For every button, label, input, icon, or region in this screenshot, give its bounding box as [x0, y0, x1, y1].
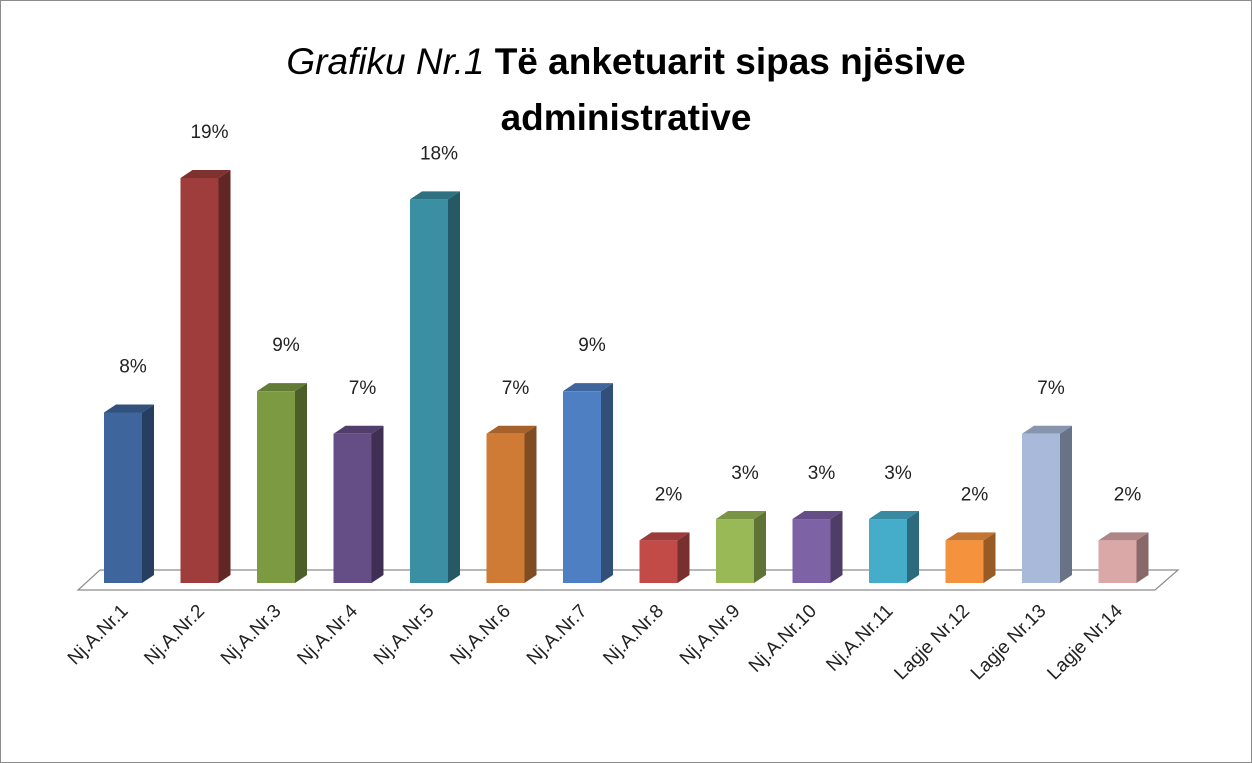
bar-top — [639, 532, 690, 541]
x-tick-label: Nj.A.Nr.4 — [293, 600, 362, 669]
x-tick-label: Nj.A.Nr.8 — [599, 601, 668, 670]
x-tick-label: Nj.A.Nr.10 — [745, 601, 821, 677]
data-label: 9% — [272, 335, 300, 356]
bar-top — [257, 383, 307, 392]
data-label: 7% — [1037, 378, 1065, 399]
bar — [333, 433, 372, 583]
bar — [104, 412, 142, 583]
bar — [639, 540, 678, 583]
bar-side — [830, 511, 843, 583]
data-label: 9% — [578, 335, 606, 356]
bar — [716, 519, 754, 583]
data-label: 2% — [1114, 484, 1142, 505]
bar-side — [295, 383, 307, 583]
bar-top — [1022, 425, 1072, 434]
x-tick-label: Nj.A.Nr.1 — [64, 601, 133, 670]
bar — [486, 433, 525, 583]
bar-top — [180, 170, 231, 178]
floor — [76, 569, 1180, 591]
data-label: 7% — [349, 378, 377, 399]
x-tick-label: Lagje Nr.12 — [890, 601, 974, 685]
bar — [945, 540, 984, 583]
data-label: 19% — [190, 122, 228, 143]
bar — [1098, 540, 1137, 583]
bar-top — [563, 383, 613, 392]
bar-top — [410, 191, 460, 200]
bar-side — [218, 170, 231, 583]
bar-side — [983, 532, 996, 583]
data-label: 2% — [655, 484, 683, 505]
bar — [1022, 433, 1060, 583]
bar-top — [945, 532, 996, 541]
title-bold: Të anketuarit sipas njësive administrati… — [494, 41, 966, 138]
bar-top — [716, 511, 766, 520]
bar-side — [142, 404, 154, 583]
bar-top — [792, 511, 843, 520]
bar-side — [1136, 532, 1149, 583]
bar — [410, 199, 448, 583]
data-label: 2% — [961, 484, 989, 505]
chart-title: Grafiku Nr.1 Të anketuarit sipas njësive… — [226, 34, 1026, 146]
bar-top — [1098, 532, 1149, 541]
data-label: 7% — [502, 378, 530, 399]
bar-side — [754, 511, 766, 583]
x-tick-label: Lagje Nr.14 — [1043, 600, 1127, 684]
bar — [180, 178, 219, 583]
title-italic: Grafiku Nr.1 — [286, 41, 485, 82]
bar-side — [524, 425, 537, 583]
x-tick-label: Nj.A.Nr.11 — [822, 601, 897, 676]
bar-top — [869, 511, 919, 520]
bar-side — [677, 532, 690, 583]
x-tick-label: Nj.A.Nr.9 — [676, 601, 745, 670]
x-tick-label: Nj.A.Nr.7 — [523, 601, 592, 670]
x-tick-label: Nj.A.Nr.6 — [446, 601, 515, 670]
bar — [257, 391, 295, 583]
x-tick-label: Nj.A.Nr.3 — [217, 601, 286, 670]
bar-side — [371, 425, 384, 583]
bar — [563, 391, 601, 583]
data-label: 3% — [884, 463, 912, 484]
bar — [869, 519, 907, 583]
bar-side — [448, 191, 460, 583]
bar-side — [907, 511, 919, 583]
bar-side — [601, 383, 613, 583]
bar-top — [104, 404, 154, 413]
bar-top — [486, 425, 537, 434]
x-tick-label: Lagje Nr.13 — [967, 601, 1051, 685]
x-tick-label: Nj.A.Nr.5 — [370, 601, 439, 670]
data-label: 3% — [731, 463, 759, 484]
bar-top — [333, 425, 384, 434]
data-label: 18% — [420, 143, 458, 164]
x-tick-label: Nj.A.Nr.2 — [140, 601, 209, 670]
data-label: 3% — [808, 463, 836, 484]
bar — [792, 519, 831, 583]
bar-side — [1060, 425, 1072, 583]
data-label: 8% — [119, 356, 147, 377]
